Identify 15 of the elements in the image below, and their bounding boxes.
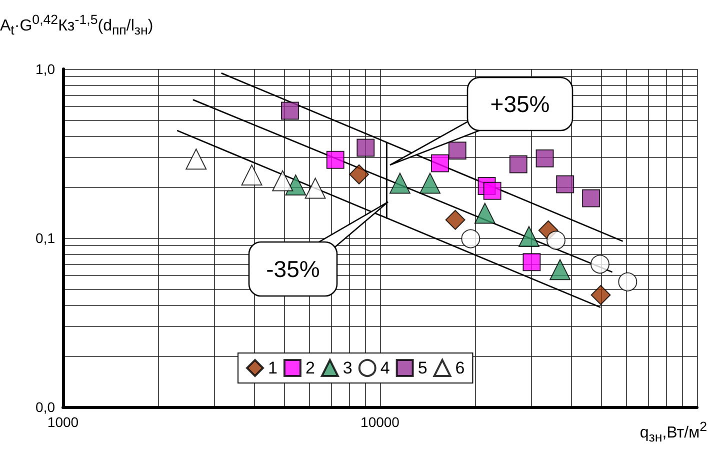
legend-label: 1 (268, 358, 278, 378)
annotation: +35% (490, 91, 550, 117)
annotation: -35% (266, 256, 320, 282)
text: A$_{t}$·G$^{0,42}$Кз$^{-1,5}$(d$_{пп}$/l$_{зн}$) (0, 12, 154, 38)
x-axis-title: q$_{зн}$,Вт/м$^{2}$ (640, 419, 707, 445)
legend-label: 6 (455, 358, 465, 378)
y-tick-label: 1,0 (36, 61, 56, 77)
x-tick-label: 10000 (360, 414, 400, 430)
legend-label: 3 (342, 358, 352, 378)
x-tick-label: 1000 (47, 414, 79, 430)
legend-label: 2 (305, 358, 315, 378)
y-tick-label: 0,1 (36, 230, 56, 246)
legend-label: 5 (418, 358, 428, 378)
y-tick-label: 0,0 (36, 399, 56, 415)
legend-label: 4 (380, 358, 390, 378)
